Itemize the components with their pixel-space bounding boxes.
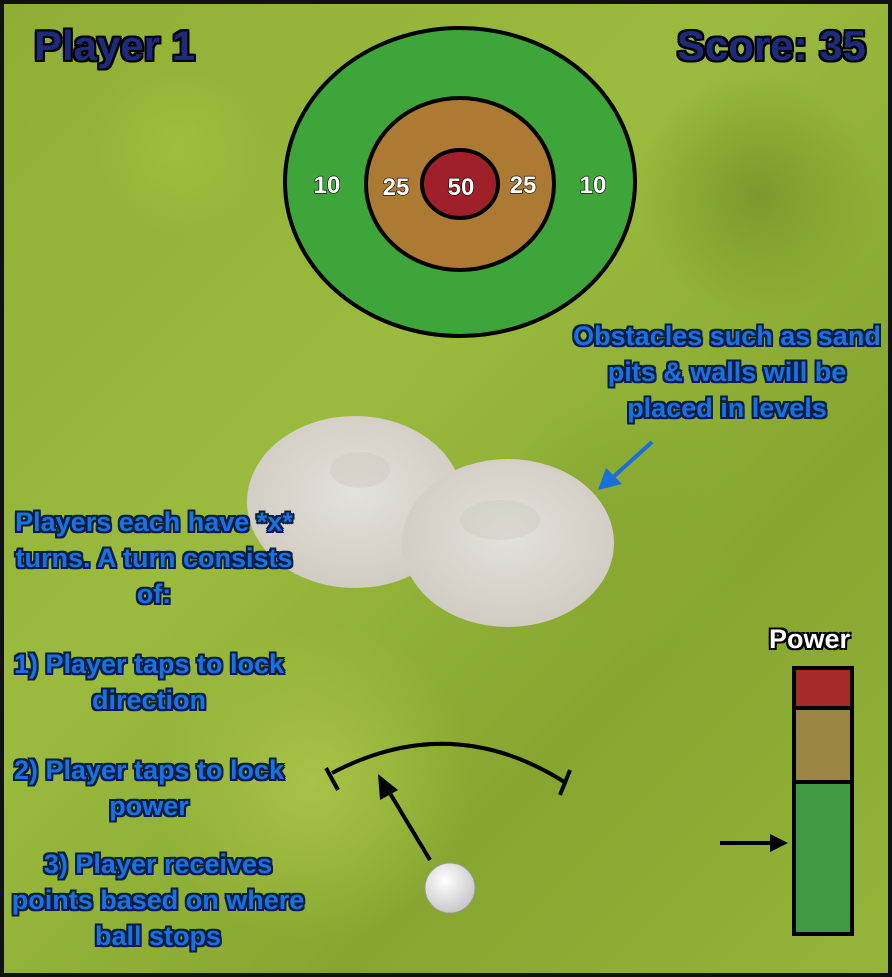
- ring-label-center: 50: [448, 174, 475, 201]
- target-bullseye: [420, 148, 500, 220]
- golf-ball-icon[interactable]: [424, 862, 476, 914]
- step-3-note: 3) Player receives points based on where…: [11, 849, 305, 951]
- power-segment-low: [792, 780, 854, 936]
- power-label: Power: [769, 624, 851, 654]
- ring-label-middle-right: 25: [510, 172, 537, 199]
- obstacles-note: Obstacles such as sand pits & walls will…: [573, 321, 881, 423]
- pointer-arrow-icon: [598, 440, 654, 490]
- ring-label-middle-left: 25: [383, 174, 410, 201]
- ring-label-outer-right: 10: [580, 172, 607, 199]
- step-1-note: 1) Player taps to lock direction: [13, 649, 285, 715]
- turns-note: Players each have *x* turns. A turn cons…: [15, 507, 293, 609]
- sand-pit-obstacle: [247, 416, 614, 627]
- power-segment-medium: [792, 706, 854, 784]
- ring-label-outer-left: 10: [314, 172, 341, 199]
- target: 10 25 50 25 10: [283, 26, 637, 338]
- power-segment-high: [792, 666, 854, 710]
- player-label: Player 1: [34, 22, 196, 69]
- power-meter: [792, 666, 854, 936]
- step-2-note: 2) Player taps to lock power: [13, 755, 285, 821]
- sand-pit-right: [402, 459, 614, 627]
- aim-arrow-icon: [378, 774, 432, 862]
- score-display: Score: 35: [676, 22, 866, 69]
- aim-arc: [324, 741, 572, 796]
- power-indicator-arrow-icon: [720, 834, 788, 852]
